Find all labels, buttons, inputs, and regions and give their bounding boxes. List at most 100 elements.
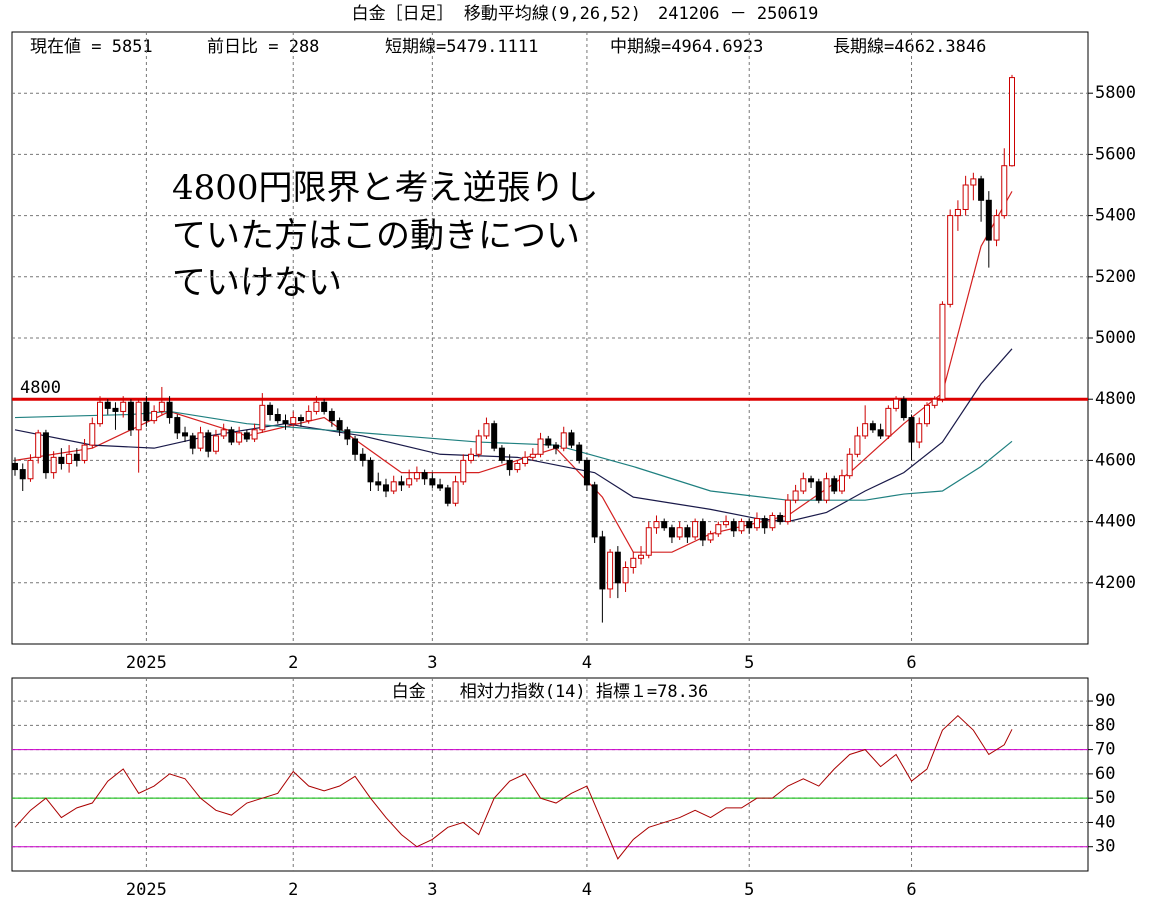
info-item: 中期線=4964.6923 (610, 37, 763, 57)
rsi-title: 白金 相対力指数(14) 指標１=78.36 (392, 682, 709, 702)
candle-body (668, 527, 675, 538)
candle-body (251, 429, 258, 440)
candle-body (205, 432, 212, 452)
reference-label: 4800 (20, 378, 61, 398)
candle-body (228, 429, 235, 443)
candle-body (854, 435, 861, 455)
y-tick-label: 5600 (1095, 144, 1136, 164)
x-tick-label: 6 (906, 880, 916, 900)
candle-body (522, 456, 529, 464)
candle-body (498, 447, 505, 461)
candle-body (862, 423, 869, 437)
candle-body (622, 567, 629, 584)
candle-body (699, 521, 706, 541)
candle-body (591, 484, 598, 538)
candle-body (305, 410, 312, 422)
candle-body (104, 401, 111, 409)
candle-body (815, 481, 822, 501)
candle-body (599, 536, 606, 590)
candle-body (576, 444, 583, 461)
candle-body (962, 184, 969, 210)
candle-body (42, 432, 49, 474)
candle-body (112, 407, 119, 412)
annotation: ていた方はこの動きについ (172, 216, 580, 256)
rsi-frame (11, 677, 1089, 872)
candle-body (336, 420, 343, 431)
candle-body (993, 215, 1000, 241)
y-tick-label: 5200 (1095, 267, 1136, 287)
candle-body (877, 429, 884, 437)
candle-body (746, 521, 753, 529)
candle-body (73, 453, 80, 461)
y-tick-label: 30 (1095, 837, 1115, 857)
candle-body (413, 472, 420, 480)
moving-average (14, 410, 1013, 501)
y-tick-label: 4200 (1095, 573, 1136, 593)
candle-body (89, 423, 96, 446)
candle-body (452, 481, 459, 504)
info-item: 前日比 = 288 (207, 37, 319, 57)
x-tick-label: 2 (288, 880, 298, 900)
candle-body (537, 438, 544, 455)
candle-body (259, 404, 266, 431)
candle-body (220, 429, 227, 437)
candle-body (444, 487, 451, 504)
candle-body (375, 481, 382, 486)
x-tick-label: 3 (427, 880, 437, 900)
candle-body (120, 401, 127, 412)
candle-body (869, 423, 876, 431)
candle-body (707, 533, 714, 541)
info-item: 短期線=5479.1111 (385, 37, 538, 57)
candle-body (135, 401, 142, 431)
candle-body (560, 432, 567, 449)
candle-body (514, 462, 521, 471)
candle-body (35, 432, 42, 458)
candle-body (978, 178, 985, 201)
candle-body (290, 417, 297, 425)
x-tick-label: 5 (744, 653, 754, 673)
candle-body (81, 444, 88, 461)
candle-body (406, 478, 413, 486)
rsi-line (14, 714, 1013, 860)
candle-body (97, 401, 104, 425)
y-tick-label: 5800 (1095, 83, 1136, 103)
candle-body (158, 401, 165, 412)
candle-body (390, 481, 397, 492)
candle-body (568, 432, 575, 446)
candle-body (267, 404, 274, 416)
chart-title: 白金［日足］ 移動平均線(9,26,52) 241206 － 250619 (352, 4, 819, 24)
candle-body (792, 490, 799, 501)
candle-body (931, 398, 938, 406)
candle-body (27, 459, 34, 480)
candle-body (243, 432, 250, 440)
candle-body (321, 401, 328, 412)
candle-body (182, 432, 189, 437)
candle-body (367, 459, 374, 483)
candle-body (421, 472, 428, 480)
candle-body (715, 524, 722, 535)
y-tick-label: 4400 (1095, 512, 1136, 532)
candle-body (529, 453, 536, 458)
candle-body (50, 456, 57, 474)
candle-body (212, 435, 219, 452)
candle-body (66, 453, 73, 464)
annotation: ていけない (172, 263, 342, 303)
y-tick-label: 60 (1095, 764, 1115, 784)
candle-body (151, 410, 158, 422)
candle-body (313, 401, 320, 412)
candle-body (460, 459, 467, 483)
candle-body (908, 417, 915, 443)
candle-body (684, 527, 691, 538)
candle-body (923, 404, 930, 425)
candle-body (653, 521, 660, 529)
candle-body (166, 401, 173, 419)
y-tick-label: 70 (1095, 740, 1115, 760)
candle-body (143, 401, 150, 422)
candle-body (607, 551, 614, 590)
candle-body (730, 521, 737, 532)
candle-body (236, 432, 243, 443)
candle-body (831, 478, 838, 492)
candle-body (506, 459, 513, 471)
candle-body (723, 521, 730, 526)
